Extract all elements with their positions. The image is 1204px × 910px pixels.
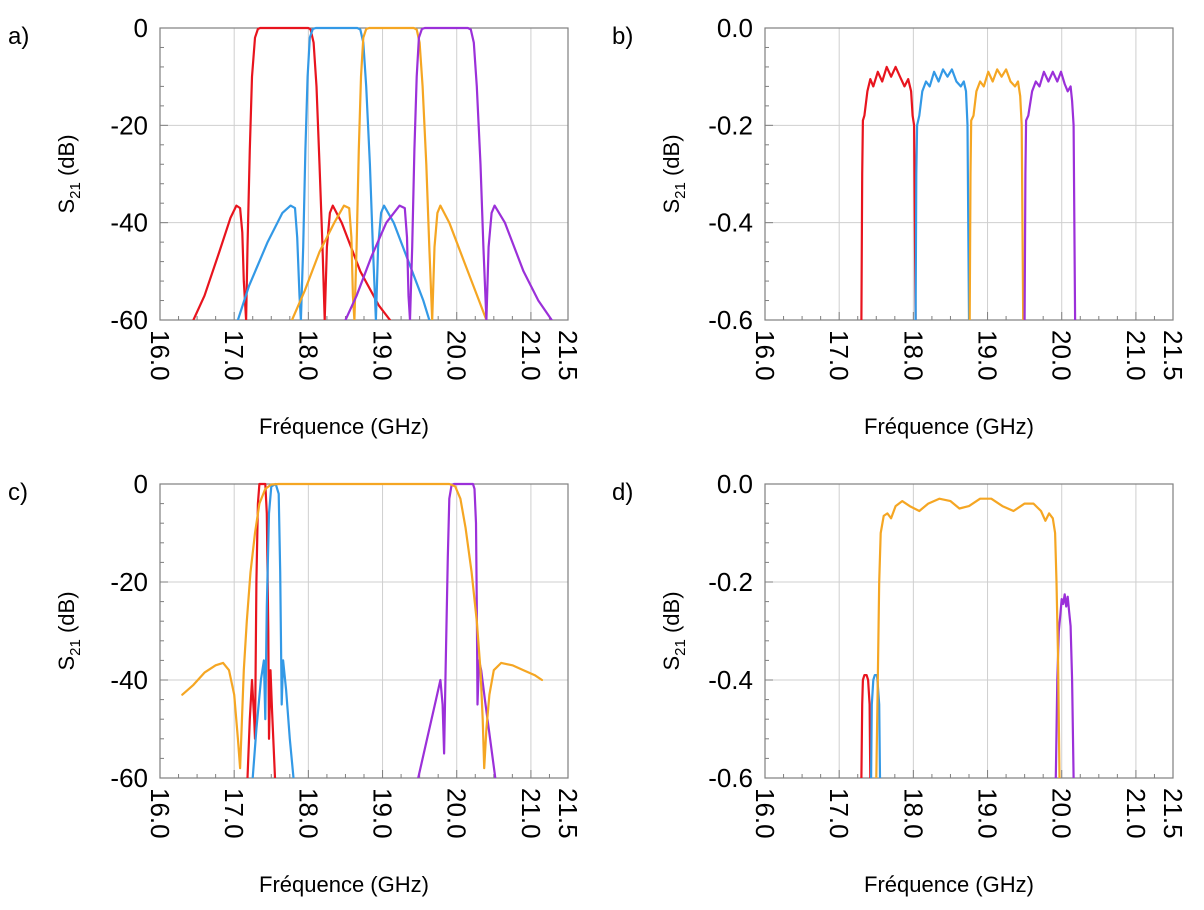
y-axis-label-sub: 21 — [672, 639, 689, 656]
series-line-4 — [875, 497, 1061, 778]
x-tick-label: 16.0 — [750, 788, 780, 839]
y-axis-label-sub: 21 — [67, 639, 84, 656]
y-tick-label: -0.2 — [708, 110, 753, 140]
x-tick-label: 20.0 — [1047, 788, 1077, 839]
x-tick-label: 17.0 — [219, 330, 249, 381]
series-line-2 — [870, 674, 882, 778]
plot-frame — [764, 483, 1174, 779]
y-axis-label: S21 (dB) — [659, 134, 689, 213]
series-line-4 — [344, 26, 553, 320]
y-axis-label-main: S — [659, 656, 684, 671]
y-axis-label: S21 (dB) — [54, 134, 84, 213]
x-tick-label: 21.0 — [516, 788, 546, 839]
chart-panel-2: b) 0.0 -0.2 -0.4 -0.616.0 17.0 18.0 19.0 20.0 21.… — [612, 13, 1188, 439]
x-tick-label: 20.0 — [1047, 330, 1077, 381]
y-axis-label-unit: (dB) — [659, 134, 684, 182]
x-tick-label: 18.0 — [293, 788, 323, 839]
y-axis-label-unit: (dB) — [54, 134, 79, 182]
panel-label: d) — [612, 479, 633, 506]
series-line-4 — [181, 482, 544, 770]
series-line-1 — [192, 26, 392, 320]
y-axis-label-main: S — [54, 199, 79, 214]
y-axis-label-sub: 21 — [67, 182, 84, 199]
series-line-1 — [246, 482, 277, 778]
x-tick-label: 16.0 — [145, 788, 175, 839]
y-axis-label: S21 (dB) — [659, 591, 689, 670]
y-tick-label: 0 — [134, 13, 148, 43]
y-tick-label: -60 — [110, 763, 148, 793]
y-tick-label: -40 — [110, 208, 148, 238]
y-tick-label: -0.6 — [708, 763, 753, 793]
x-tick-label: 19.0 — [368, 330, 398, 381]
y-tick-label: 0.0 — [717, 13, 753, 43]
x-tick-label: 16.0 — [145, 330, 175, 381]
x-tick-label: 18.0 — [898, 330, 928, 381]
y-axis-label: S21 (dB) — [54, 591, 84, 670]
y-tick-label: -0.4 — [708, 208, 753, 238]
series-line-1 — [860, 65, 917, 320]
x-tick-label: 21.5 — [553, 330, 583, 381]
x-axis-label: Fréquence (GHz) — [864, 414, 1034, 439]
series-line-4 — [1023, 70, 1077, 320]
series-line-3 — [290, 26, 488, 320]
y-tick-label: 0.0 — [717, 469, 753, 499]
x-axis-label: Fréquence (GHz) — [864, 872, 1034, 897]
y-axis-label-unit: (dB) — [659, 591, 684, 639]
panel-label: c) — [8, 479, 28, 506]
series-line-3 — [1054, 593, 1075, 778]
y-tick-label: -0.6 — [708, 305, 753, 335]
x-tick-label: 19.0 — [368, 788, 398, 839]
x-tick-label: 21.0 — [1121, 788, 1151, 839]
x-tick-label: 20.0 — [442, 330, 472, 381]
x-tick-label: 20.0 — [442, 788, 472, 839]
x-tick-label: 21.0 — [1121, 330, 1151, 381]
x-tick-label: 21.5 — [1158, 788, 1188, 839]
panel-label: a) — [8, 23, 29, 50]
series-line-2 — [914, 68, 971, 320]
x-tick-label: 21.0 — [516, 330, 546, 381]
x-tick-label: 19.0 — [973, 330, 1003, 381]
x-axis-label: Fréquence (GHz) — [259, 414, 429, 439]
x-tick-label: 18.0 — [293, 330, 323, 381]
y-tick-label: -0.2 — [708, 567, 753, 597]
y-tick-label: -60 — [110, 305, 148, 335]
series-line-2 — [236, 26, 431, 320]
y-axis-label-main: S — [54, 656, 79, 671]
y-tick-label: -40 — [110, 665, 148, 695]
x-axis-label: Fréquence (GHz) — [259, 872, 429, 897]
y-axis-label-unit: (dB) — [54, 591, 79, 639]
y-tick-label: -20 — [110, 110, 148, 140]
x-tick-label: 17.0 — [219, 788, 249, 839]
x-tick-label: 21.5 — [1158, 330, 1188, 381]
series-line-3 — [968, 68, 1025, 320]
x-tick-label: 17.0 — [824, 330, 854, 381]
y-axis-label-sub: 21 — [672, 182, 689, 199]
x-tick-label: 16.0 — [750, 330, 780, 381]
x-tick-label: 17.0 — [824, 788, 854, 839]
chart-panel-4: d) 0.0 -0.2 -0.4 -0.616.0 17.0 18.0 19.0 20.0 21.… — [612, 469, 1188, 897]
y-axis-label-main: S — [659, 199, 684, 214]
x-tick-label: 21.5 — [553, 788, 583, 839]
x-tick-label: 19.0 — [973, 788, 1003, 839]
panel-label: b) — [612, 23, 633, 50]
y-tick-label: 0 — [134, 469, 148, 499]
plot-frame — [159, 483, 569, 779]
series-line-1 — [860, 674, 872, 778]
plot-frame — [159, 27, 569, 321]
y-tick-label: -20 — [110, 567, 148, 597]
y-tick-label: -0.4 — [708, 665, 753, 695]
x-tick-label: 18.0 — [898, 788, 928, 839]
